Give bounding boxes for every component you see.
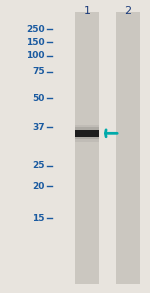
- Bar: [75, 125, 99, 142]
- Text: 50: 50: [33, 94, 45, 103]
- Text: 25: 25: [33, 161, 45, 170]
- Text: 15: 15: [33, 214, 45, 223]
- Bar: [75, 12, 99, 284]
- Text: 2: 2: [124, 6, 131, 16]
- Bar: [116, 12, 140, 284]
- Text: 250: 250: [26, 25, 45, 34]
- Text: 150: 150: [26, 38, 45, 47]
- Text: 20: 20: [33, 182, 45, 190]
- Bar: [75, 130, 99, 137]
- Text: 37: 37: [32, 123, 45, 132]
- Text: 1: 1: [84, 6, 90, 16]
- Bar: [75, 127, 99, 139]
- Text: 100: 100: [27, 51, 45, 60]
- Text: 75: 75: [32, 67, 45, 76]
